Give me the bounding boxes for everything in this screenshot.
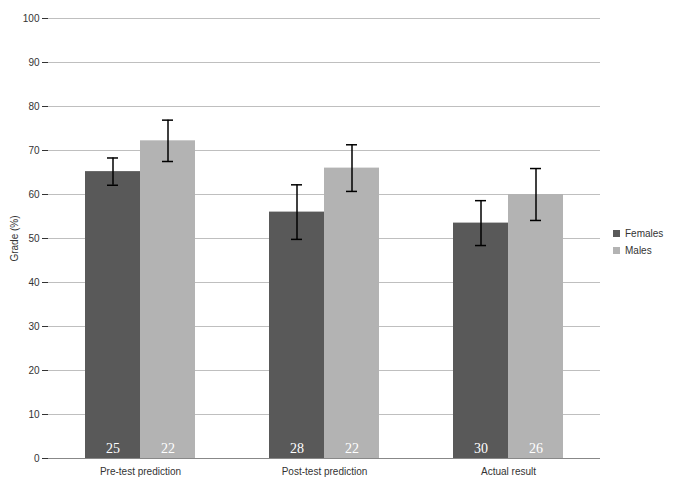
svg-text:26: 26 — [529, 441, 543, 456]
svg-text:Grade (%): Grade (%) — [9, 215, 20, 261]
svg-text:28: 28 — [290, 441, 304, 456]
svg-text:30: 30 — [28, 321, 40, 332]
svg-text:30: 30 — [474, 441, 488, 456]
svg-text:60: 60 — [28, 189, 40, 200]
html-text:Males: Males — [625, 244, 652, 256]
svg-text:Post-test prediction: Post-test prediction — [282, 466, 368, 477]
svg-text:100: 100 — [23, 13, 40, 24]
svg-text:0: 0 — [34, 453, 40, 464]
svg-text:20: 20 — [28, 365, 40, 376]
svg-text:Pre-test prediction: Pre-test prediction — [100, 466, 181, 477]
svg-text:22: 22 — [345, 441, 359, 456]
svg-text:25: 25 — [106, 441, 120, 456]
svg-text:90: 90 — [28, 57, 40, 68]
svg-text:50: 50 — [28, 233, 40, 244]
svg-text:10: 10 — [28, 409, 40, 420]
svg-text:22: 22 — [161, 441, 175, 456]
svg-text:40: 40 — [28, 277, 40, 288]
svg-text:80: 80 — [28, 101, 40, 112]
svg-text:70: 70 — [28, 145, 40, 156]
svg-text:Actual result: Actual result — [481, 466, 536, 477]
html-text:Females: Females — [625, 227, 664, 239]
